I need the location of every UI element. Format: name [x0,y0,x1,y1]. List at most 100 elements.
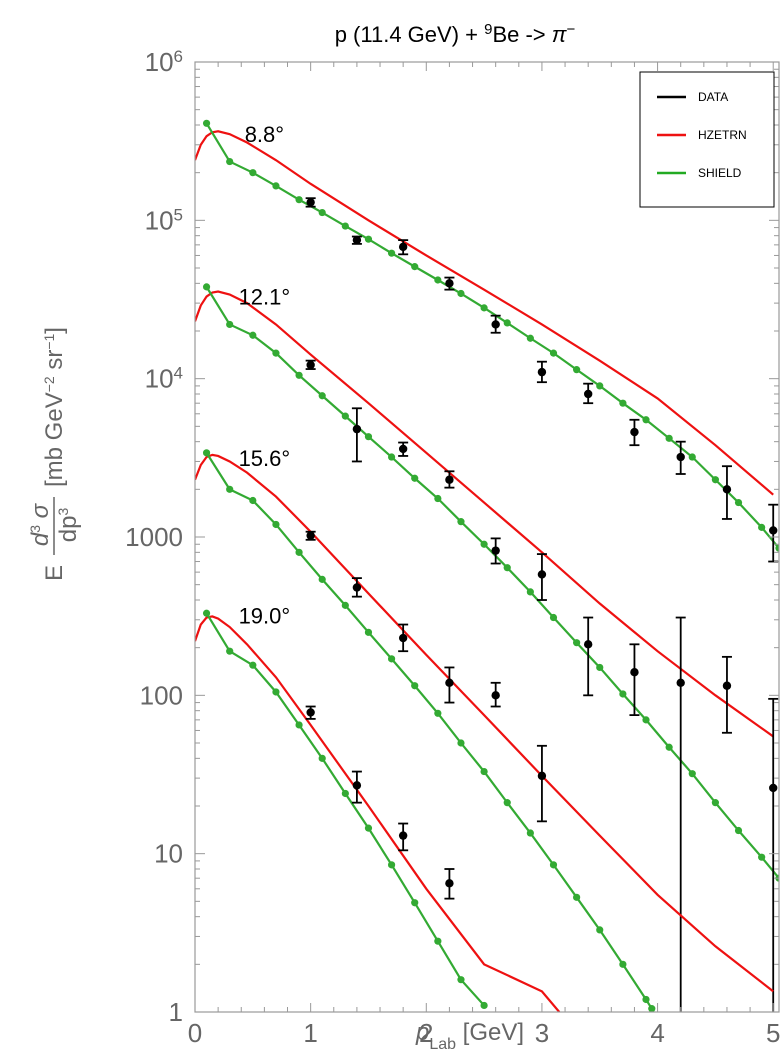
shield-point [387,249,396,257]
shield-point [202,609,211,617]
data-point [445,475,454,484]
shield-point [202,449,211,457]
shield-point [272,688,280,696]
shield-point [596,382,604,390]
data-point [398,633,408,643]
shield-point [202,283,211,291]
data-point [352,235,362,245]
angle-label: 12.1° [239,285,291,310]
shield-point [526,588,534,596]
data-point [722,681,732,690]
x-tick-label: 5 [766,1018,780,1048]
shield-point [734,498,743,507]
y-tick-label: 1000 [125,522,183,552]
legend: DATA HZETRN SHIELD [639,71,775,208]
data-point [398,242,408,252]
shield-point [480,1001,488,1010]
shield-point [434,709,442,717]
shield-point [457,518,465,526]
shield-point [480,304,488,312]
shield-point [249,169,257,177]
shield-point [272,520,280,529]
data-point [352,583,362,592]
shield-point [295,548,303,556]
shield-point [457,289,465,298]
shield-point [411,682,419,690]
shield-point [411,899,419,907]
shield-point [734,826,743,835]
y-tick-label: 100 [140,680,183,710]
data-point [445,678,454,687]
hzetrn-curve [195,615,561,1012]
shield-point [688,770,696,778]
shield-point [596,926,604,934]
shield-point [642,416,650,424]
shield-point [549,861,558,869]
data-point [306,531,315,540]
shield-point [526,334,534,342]
shield-point [457,976,465,984]
shield-point [318,575,326,583]
y-tick-label: 10 [154,839,183,869]
hzetrn-curve [195,453,774,993]
shield-point [549,613,558,622]
y-title-denominator: dp3 [55,508,82,543]
angle-group-0 [195,119,779,563]
data-point [491,320,500,329]
shield-point [341,222,349,230]
data-point [352,424,362,434]
shield-point [387,861,396,869]
y-title-e: E [41,565,68,581]
shield-point [364,235,373,243]
shield-point [226,320,234,329]
shield-point [573,366,581,374]
shield-point [619,690,627,698]
shield-point [573,639,581,647]
angle-group-1 [195,283,779,1012]
shield-point [341,412,349,420]
y-tick-label: 1 [169,997,183,1027]
shield-point [503,799,511,807]
data-point [398,444,408,454]
legend-label-hzetrn: HZETRN [698,128,747,142]
shield-point [711,476,719,484]
shield-point [341,789,349,798]
shield-point [272,349,280,357]
y-axis-title: E d3 σ dp3 [mb GeV−2 sr−1] [27,327,82,581]
data-point [630,667,639,677]
shield-point [318,208,326,217]
shield-point [758,853,766,861]
shield-point [411,263,419,271]
shield-point [226,647,234,655]
shield-point [480,540,488,548]
shield-point [318,392,326,400]
shield-point [249,496,257,505]
angle-label: 15.6° [239,446,291,471]
shield-point [295,196,303,204]
shield-point [295,721,303,729]
data-point [445,279,454,288]
x-tick-label: 2 [419,1018,433,1048]
shield-point [364,628,373,636]
y-tick-label: 106 [145,47,183,78]
shield-point [619,399,627,407]
data-point [722,485,732,494]
data-point [306,708,315,717]
legend-box [639,71,775,208]
data-point [306,198,315,207]
y-title-unit: [mb GeV−2 sr−1] [41,327,68,487]
hzetrn-curve [195,130,774,496]
shield-point [503,564,511,572]
shield-point [711,799,719,807]
data-point [491,691,500,700]
angle-group-3 [195,609,561,1012]
shield-point [249,661,257,669]
legend-label-data: DATA [698,90,728,104]
shield-point [387,655,396,663]
angle-label: 19.0° [239,603,291,628]
data-point [398,831,408,840]
shield-point [758,523,766,531]
x-axis-title: pLab [GeV] [415,1019,524,1050]
